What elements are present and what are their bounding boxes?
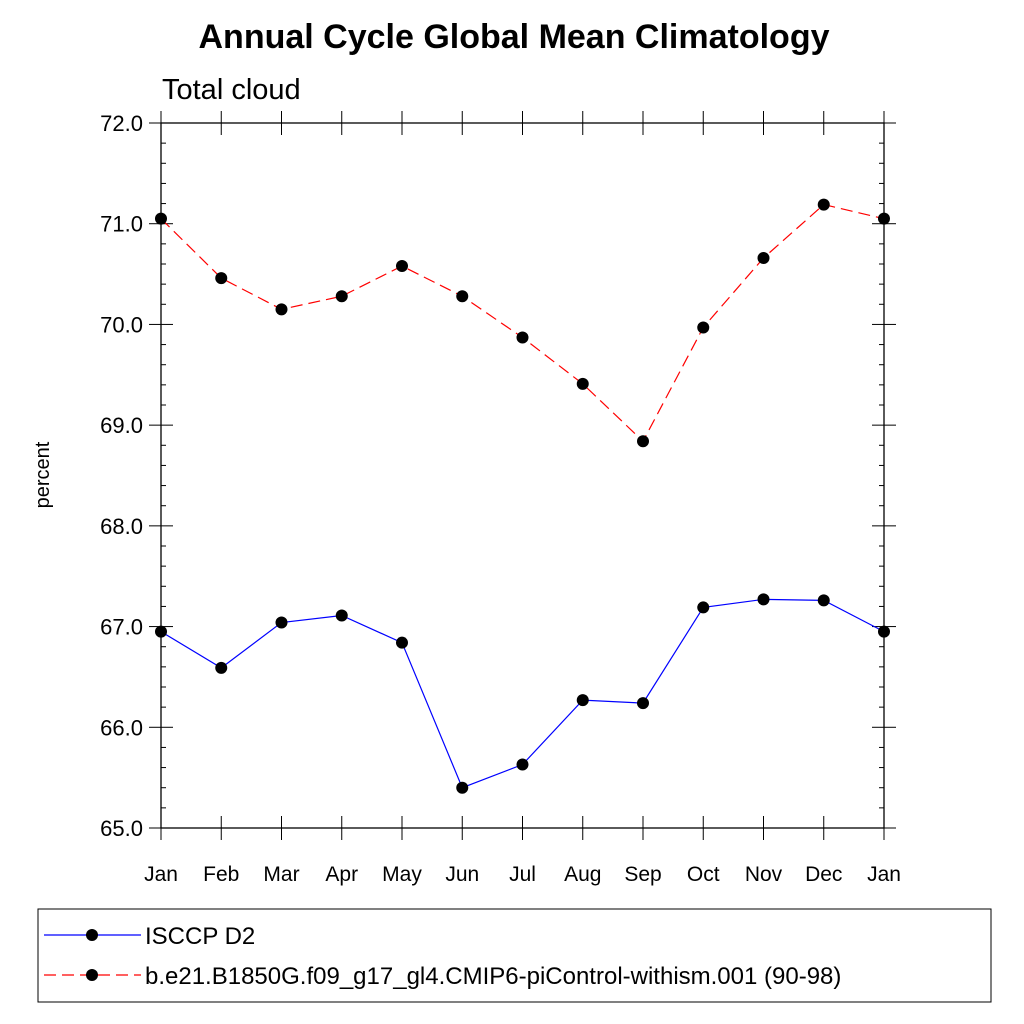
chart-title: Annual Cycle Global Mean Climatology [199,18,830,56]
data-point [275,303,288,316]
series-line-2 [160,203,885,443]
data-point [637,435,649,448]
data-point [697,321,710,334]
data-point [215,272,228,285]
axis-ticks [149,111,896,840]
x-tick-labels: Jan Feb Mar Apr May Jun Jul Aug Sep Oct Nov Dec Jan [144,863,901,886]
data-point [335,290,348,303]
y-tick-label: 69.0 [100,413,143,438]
data-point [757,251,770,264]
data-point [757,593,770,606]
data-point [817,198,830,211]
data-point [456,781,469,794]
x-tick-label: Nov [745,863,783,886]
x-tick-label: Sep [624,863,661,886]
data-point [335,609,348,622]
data-point [637,697,649,710]
x-tick-label: Jan [867,863,901,886]
data-point [697,601,710,614]
x-tick-label: Oct [687,863,720,886]
legend-label-1: ISCCP D2 [145,923,255,950]
x-tick-label: Dec [805,863,842,886]
data-point [516,758,529,771]
legend-box [37,908,992,1003]
x-tick-label: Feb [203,863,239,886]
legend-label-2: b.e21.B1850G.f09_g17_gl4.CMIP6-piControl… [145,963,841,990]
x-tick-label: Aug [564,863,601,886]
data-point [275,616,288,629]
x-tick-label: Jun [445,863,479,886]
data-point [396,260,408,273]
y-tick-label: 66.0 [100,715,143,740]
y-tick-label: 65.0 [100,816,143,841]
legend-marker-1 [86,929,98,941]
data-point [576,377,589,390]
plot-frame [160,122,885,829]
series-markers [155,198,890,794]
data-point [215,661,228,674]
chart-subtitle: Total cloud [162,74,301,106]
y-axis-label: percent [32,441,54,508]
legend: ISCCP D2 b.e21.B1850G.f09_g17_gl4.CMIP6-p… [37,908,992,1003]
series-lines [160,203,885,789]
data-point [817,594,830,607]
x-tick-label: Mar [263,863,299,886]
y-tick-labels: 65.0 66.0 67.0 68.0 69.0 70.0 71.0 72.0 [100,111,143,841]
y-tick-label: 72.0 [100,111,143,136]
data-point [576,694,589,707]
x-tick-label: Jan [144,863,178,886]
data-point [456,290,469,303]
y-tick-label: 68.0 [100,514,143,539]
data-point [396,636,408,649]
y-tick-label: 71.0 [100,212,143,237]
legend-marker-2 [86,969,98,981]
x-tick-label: Apr [325,863,358,886]
y-tick-label: 70.0 [100,312,143,337]
data-point [516,331,529,344]
x-tick-label: Jul [509,863,536,886]
y-tick-label: 67.0 [100,615,143,640]
x-tick-label: May [382,863,422,886]
